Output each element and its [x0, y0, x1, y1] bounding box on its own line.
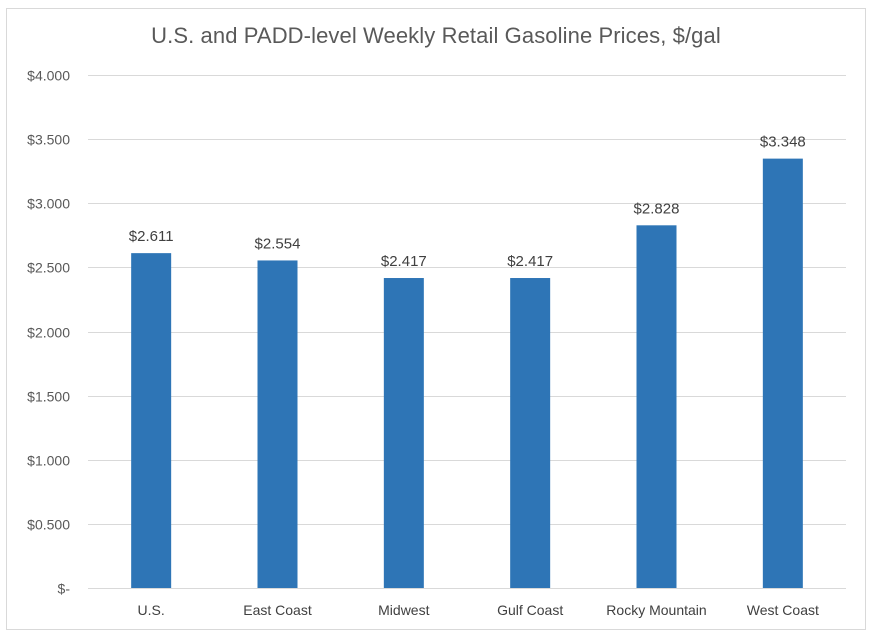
- y-tick-label: $0.500: [27, 517, 70, 533]
- x-tick-label: West Coast: [747, 602, 819, 618]
- x-tick-label: U.S.: [138, 602, 165, 618]
- y-tick-label: $2.000: [27, 325, 70, 341]
- data-label: $2.417: [507, 253, 553, 270]
- data-label: $2.828: [634, 200, 680, 217]
- data-label: $2.554: [255, 235, 301, 252]
- y-tick-label: $4.000: [27, 68, 70, 84]
- y-tick-label: $3.000: [27, 196, 70, 212]
- gridlines: [88, 75, 846, 589]
- data-label: $2.417: [381, 253, 427, 270]
- bar: [636, 225, 677, 588]
- x-tick-label: Gulf Coast: [497, 602, 563, 618]
- bar: [131, 253, 172, 588]
- y-tick-label: $1.500: [27, 389, 70, 405]
- y-tick-label: $1.000: [27, 453, 70, 469]
- labels: $- $0.500 $1.000 $1.500 $2.000 $2.500 $3.000 $3…: [27, 68, 819, 619]
- data-label: $3.348: [760, 134, 806, 151]
- y-tick-label: $3.500: [27, 132, 70, 148]
- y-tick-label: $2.500: [27, 260, 70, 276]
- x-tick-label: Midwest: [378, 602, 429, 618]
- bars: [131, 158, 803, 588]
- x-tick-label: Rocky Mountain: [606, 602, 706, 618]
- chart-title: U.S. and PADD-level Weekly Retail Gasoli…: [151, 23, 721, 48]
- bar: [510, 278, 551, 588]
- bar: [383, 278, 424, 588]
- bar: [762, 158, 803, 588]
- x-tick-label: East Coast: [243, 602, 312, 618]
- bar: [257, 260, 298, 588]
- data-label: $2.611: [129, 228, 174, 245]
- y-tick-label: $-: [58, 581, 71, 597]
